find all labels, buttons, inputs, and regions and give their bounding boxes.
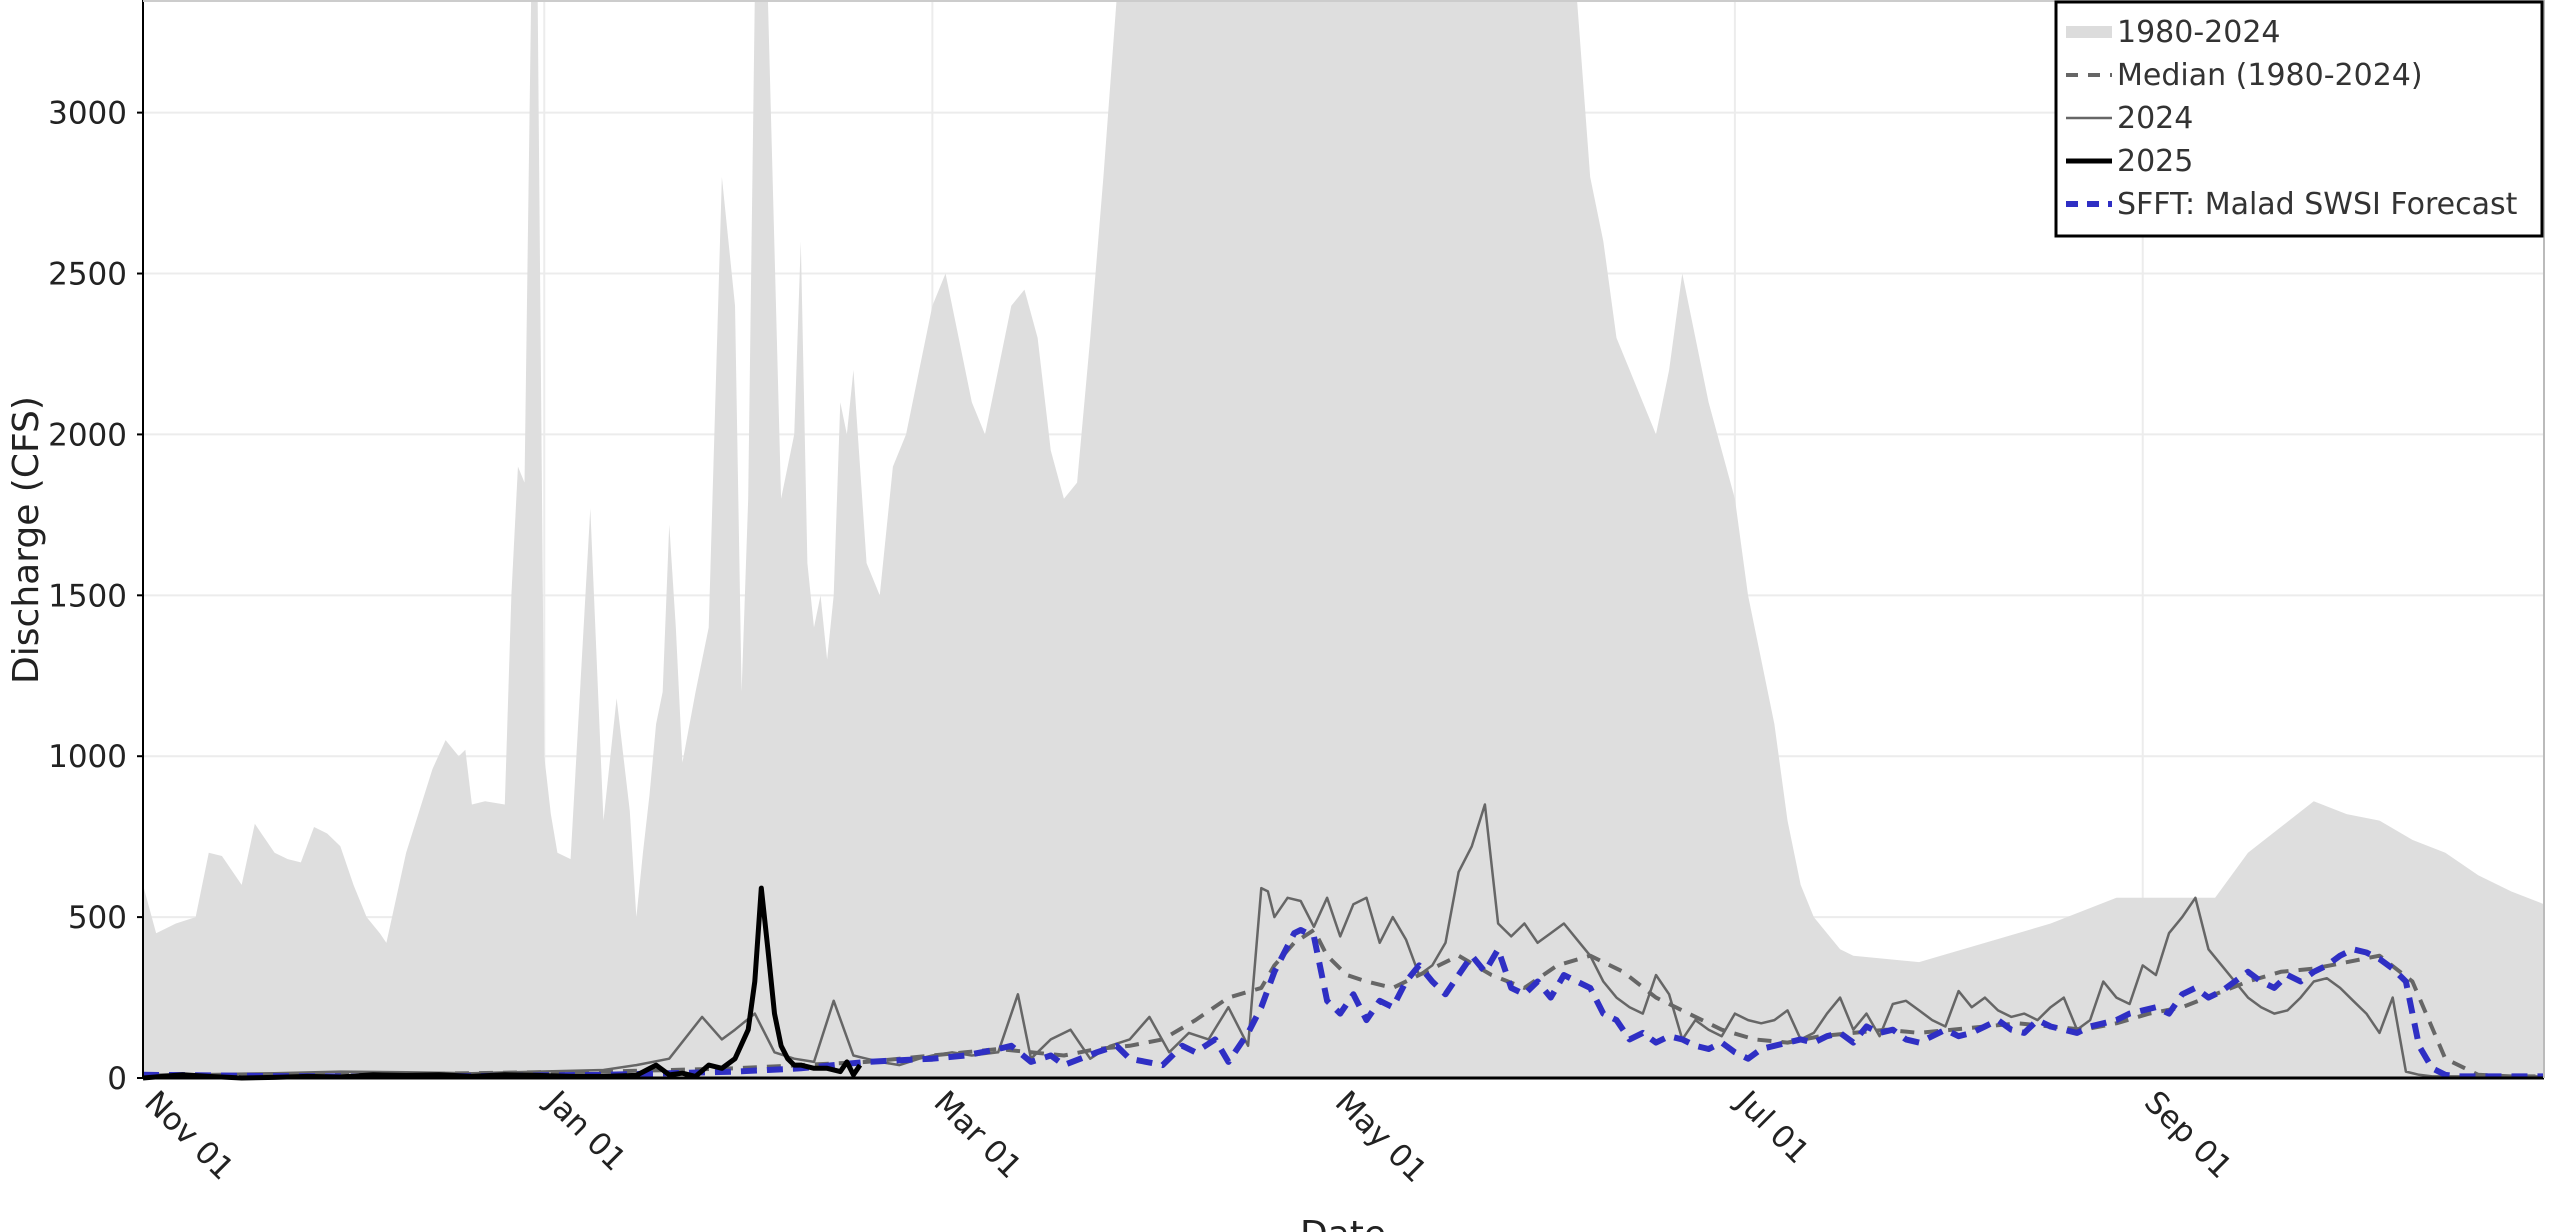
legend-label: SFFT: Malad SWSI Forecast [2117, 187, 2518, 222]
legend-label: 2025 [2117, 144, 2193, 179]
legend-item: 2025 [2066, 144, 2193, 179]
forecast-line [142, 927, 2544, 1080]
y-tick-label: 2500 [48, 257, 127, 293]
legend-label: Median (1980-2024) [2117, 58, 2423, 93]
legend-item: 1980-2024 [2066, 15, 2281, 50]
legend-label: 2024 [2117, 101, 2193, 136]
x-tick-label: Sep 01 [2137, 1084, 2239, 1186]
y-tick-label: 3000 [48, 96, 127, 132]
x-tick-label: Mar 01 [927, 1084, 1029, 1186]
range-band [143, 0, 2544, 1078]
y-axis-title: Discharge (CFS) [6, 396, 47, 684]
x-axis-title: Date [1300, 1214, 1386, 1232]
legend-box [2054, 0, 2544, 238]
legend-item: SFFT: Malad SWSI Forecast [2066, 187, 2518, 222]
y-tick-label: 1500 [48, 578, 127, 614]
x-tick-label: Jul 01 [1728, 1083, 1816, 1171]
y-tick-label: 1000 [48, 739, 127, 775]
legend-item: 2024 [2066, 101, 2193, 136]
legend: 1980-2024 Median (1980-2024) 2024 2025 SFFT:… [2054, 0, 2544, 238]
y-tick-label: 2000 [48, 417, 127, 453]
y-tick-label: 500 [68, 900, 127, 936]
legend-item: Median (1980-2024) [2066, 58, 2423, 93]
x-tick-label: May 01 [1328, 1084, 1434, 1190]
y-tick-label: 0 [107, 1061, 127, 1097]
legend-label: 1980-2024 [2117, 15, 2281, 50]
x-tick-label: Nov 01 [137, 1084, 240, 1187]
x-tick-label: Jan 01 [537, 1083, 633, 1179]
range-band-area [143, 0, 2544, 1078]
legend-items: 1980-2024 Median (1980-2024) 2024 2025 SFFT:… [2066, 15, 2518, 222]
